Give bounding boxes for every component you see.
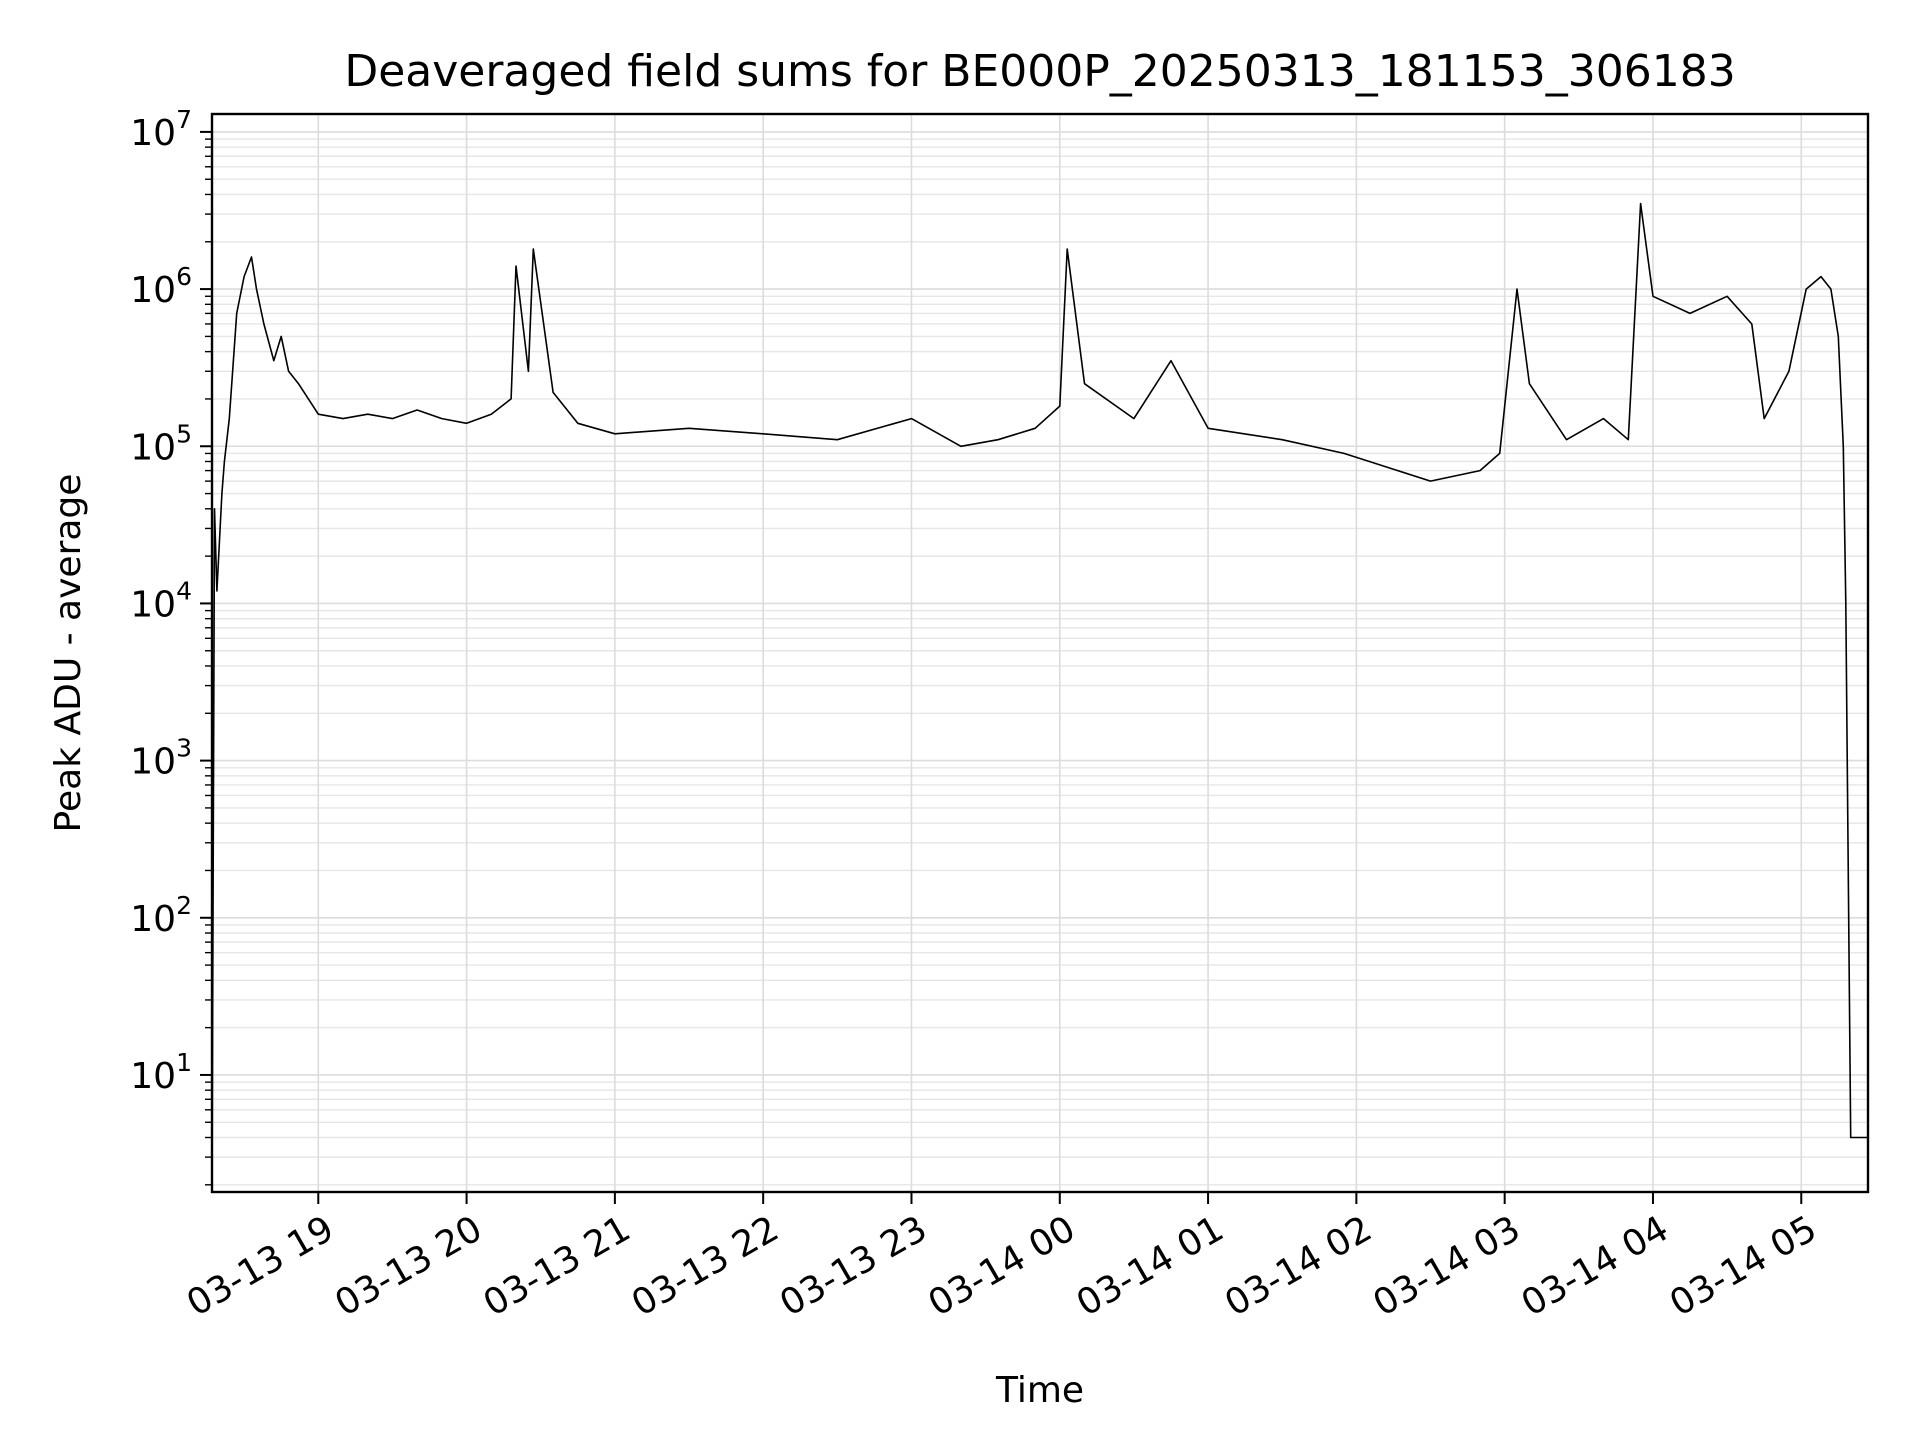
y-tick-label: 105 [130,419,192,468]
x-tick-label: 03-13 21 [477,1208,638,1324]
plot-area [211,202,1868,1193]
x-tick-label: 03-13 20 [328,1208,489,1324]
x-tick-label: 03-14 05 [1663,1208,1824,1324]
x-axis-label: Time [995,1370,1084,1411]
x-tick-label: 03-14 00 [922,1208,1083,1324]
y-tick-label: 104 [130,576,192,625]
series-line [211,202,1868,1193]
x-tick-label: 03-14 03 [1366,1208,1527,1324]
chart-title: Deaveraged field sums for BE000P_2025031… [344,46,1735,97]
x-tick-label: 03-14 04 [1515,1208,1676,1324]
x-tick-label: 03-14 01 [1070,1208,1231,1324]
x-tick-label: 03-13 22 [625,1208,786,1324]
x-tick-label: 03-13 23 [773,1208,934,1324]
y-tick-label: 102 [130,891,192,940]
y-axis-label: Peak ADU - average [48,474,89,833]
y-tick-label: 103 [130,734,192,783]
y-tick-label: 106 [130,262,192,311]
axes-frame [210,112,1870,1194]
y-axis: 101 102 103 104 105 106 107 [130,105,212,1186]
grid [212,114,1868,1192]
x-tick-label: 03-14 02 [1218,1208,1379,1324]
y-tick-label: 107 [130,105,192,154]
x-tick-label: 03-13 19 [180,1208,341,1324]
y-tick-label: 101 [130,1048,192,1097]
